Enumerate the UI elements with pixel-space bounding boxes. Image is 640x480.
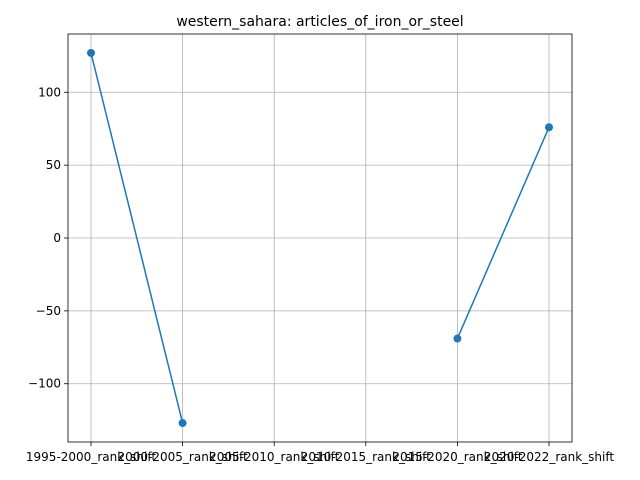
- y-tick-label: 0: [53, 231, 61, 245]
- y-tick-label: −50: [36, 304, 61, 318]
- series-line-segment: [90, 52, 184, 424]
- data-point-layer: [87, 48, 553, 428]
- x-tick-label: 2015-2020_rank_shift: [392, 450, 522, 464]
- x-tick-label: 2010-2015_rank_shift: [301, 450, 431, 464]
- data-point: [178, 419, 187, 428]
- x-tick-label: 1995-2000_rank_shift: [26, 450, 156, 464]
- x-axis: 1995-2000_rank_shift2000-2005_rank_shift…: [26, 442, 614, 464]
- chart-title: western_sahara: articles_of_iron_or_stee…: [176, 14, 463, 30]
- data-point: [87, 48, 95, 57]
- data-point: [545, 123, 553, 132]
- series-line-layer: [90, 52, 550, 424]
- x-tick-label: 2020-2022_rank_shift: [484, 450, 614, 464]
- y-tick-label: −100: [28, 377, 61, 391]
- y-tick-label: 50: [46, 158, 61, 172]
- series-line-segment: [456, 126, 550, 340]
- y-axis: −100 −50 0 50 100: [28, 85, 68, 391]
- y-tick-label: 100: [38, 85, 61, 99]
- data-point: [453, 334, 462, 343]
- x-tick-label: 2000-2005_rank_shift: [118, 450, 248, 464]
- x-tick-label: 2005-2010_rank_shift: [209, 450, 339, 464]
- grid: [68, 34, 572, 442]
